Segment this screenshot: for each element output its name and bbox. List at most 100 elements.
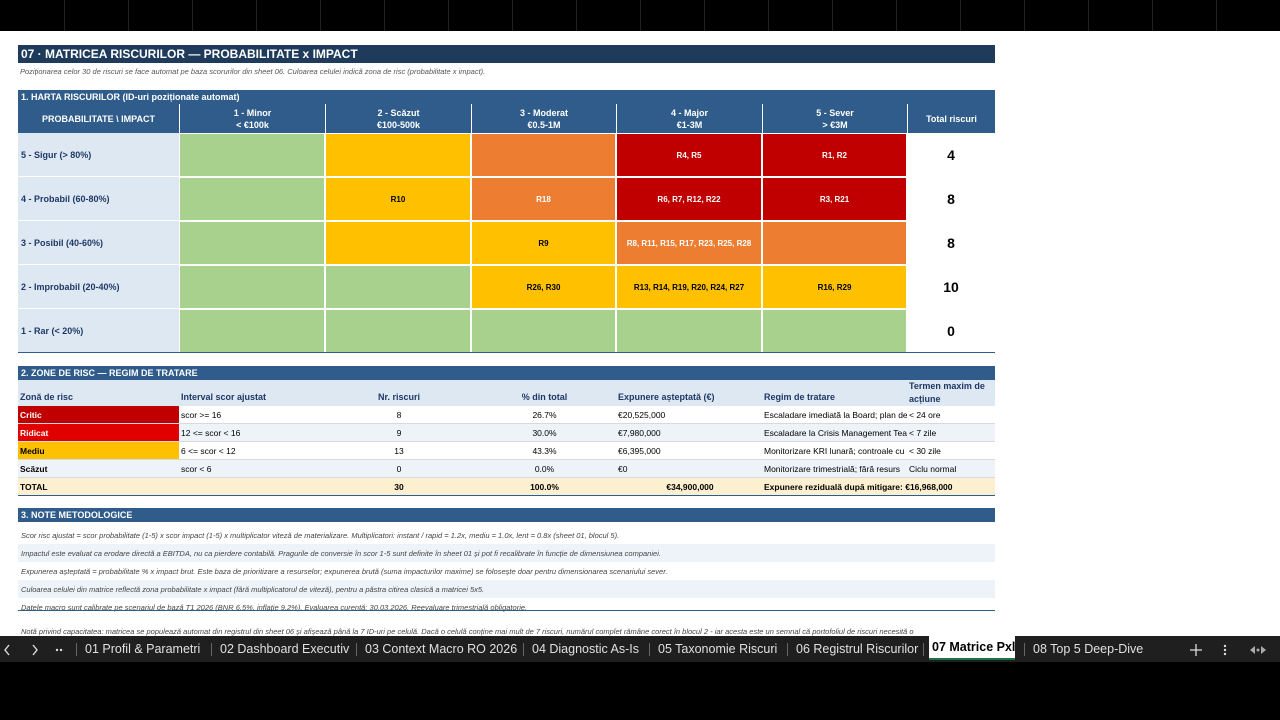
impact-name: 4 - Major [670, 107, 708, 118]
corner-header: PROBABILITATE \ IMPACT [18, 104, 179, 133]
matrix-cell [471, 309, 616, 353]
row-total: 8 [947, 235, 955, 251]
sheet-tab[interactable]: 07 Matrice Pxl [929, 636, 1015, 660]
matrix-cell: R26, R30 [471, 265, 616, 309]
worksheet: 07 · MATRICEA RISCURILOR — PROBABILITATE… [0, 31, 1280, 636]
zone-cell: 6 <= scor < 12 [179, 442, 325, 460]
matrix-cell: R13, R14, R19, R20, R24, R27 [616, 265, 762, 309]
column-header: Interval scor ajustat [179, 380, 325, 406]
impact-header: 2 - Scăzut €100-500k [325, 104, 471, 133]
matrix-cell [325, 309, 471, 353]
impact-header: 3 - Moderat €0.5-1M [471, 104, 616, 133]
matrix-cell [179, 221, 325, 265]
column-header: Zonă de risc [18, 380, 179, 406]
note-line: Datele macro sunt calibrate pe scenariul… [18, 598, 995, 616]
note-line: Expunerea așteptată = probabilitate % x … [18, 562, 995, 580]
column-header: Termen maxim de acțiune [907, 380, 995, 406]
impact-header: 4 - Major €1-3M [616, 104, 762, 133]
matrix-cell: R1, R2 [762, 133, 907, 177]
sheet-tab[interactable]: 01 Profil & Parametri [85, 642, 201, 656]
sheet-tab[interactable]: 02 Dashboard Executiv [220, 642, 350, 656]
impact-range: €100-500k [376, 119, 421, 130]
matrix-cell: R6, R7, R12, R22 [616, 177, 762, 221]
matrix-cell [325, 265, 471, 309]
sheet-tab[interactable]: 03 Context Macro RO 2026 [365, 642, 518, 656]
tab-separator [649, 643, 650, 656]
total-label: TOTAL [18, 478, 179, 496]
zone-label: Critic [18, 406, 179, 424]
divider [18, 610, 995, 611]
zone-label: Mediu [18, 442, 179, 460]
matrix-cell [762, 221, 907, 265]
zone-cell: scor >= 16 [179, 406, 325, 424]
impact-range: > €3M [822, 119, 848, 130]
matrix-cell [325, 221, 471, 265]
section-title: 3. NOTE METODOLOGICE [18, 508, 995, 522]
zone-cell: Escaladare la Crisis Management Tea [762, 424, 907, 442]
impact-range: €0.5-1M [527, 119, 561, 130]
total-count: 30 [325, 478, 471, 496]
tab-separator [1024, 643, 1025, 656]
zone-cell: 30.0% [471, 424, 616, 442]
zone-cell: 13 [325, 442, 471, 460]
column-header: Nr. riscuri [325, 380, 471, 406]
matrix-cell [616, 309, 762, 353]
column-header: % din total [471, 380, 616, 406]
zone-cell: Ciclu normal [907, 460, 995, 478]
zone-label: Ridicat [18, 424, 179, 442]
note-line: Impactul este evaluat ca erodare directă… [18, 544, 995, 562]
matrix-cell: R9 [471, 221, 616, 265]
tab-separator [356, 643, 357, 656]
tab-nav[interactable] [4, 644, 64, 656]
zone-cell: 26.7% [471, 406, 616, 424]
tab-actions[interactable] [1190, 643, 1278, 657]
sheet-tab[interactable]: 08 Top 5 Deep-Dive [1033, 642, 1144, 656]
tab-separator [787, 643, 788, 656]
total-cell [179, 478, 325, 496]
matrix-cell [471, 133, 616, 177]
impact-header: 5 - Sever > €3M [762, 104, 907, 133]
divider [18, 352, 995, 353]
row-total: 0 [947, 323, 955, 339]
zone-cell: 8 [325, 406, 471, 424]
sheet-tab[interactable]: 05 Taxonomie Riscuri [658, 642, 778, 656]
section-title: 2. ZONE DE RISC — REGIM DE TRATARE [18, 366, 995, 380]
total-header: Total riscuri [907, 104, 995, 133]
matrix-cell: R16, R29 [762, 265, 907, 309]
zone-cell: < 24 ore [907, 406, 995, 424]
column-header: Expunere așteptată (€) [616, 380, 762, 406]
row-total: 10 [943, 279, 959, 295]
matrix-cell [179, 133, 325, 177]
grid-line [448, 0, 449, 31]
total-note: Expunere reziduală după mitigare: €16,96… [762, 478, 995, 496]
impact-name: 3 - Moderat [519, 107, 568, 118]
sheet-tabs: 01 Profil & Parametri 02 Dashboard Execut… [0, 636, 1280, 662]
zone-cell: 0 [325, 460, 471, 478]
zone-cell: €7,980,000 [616, 424, 762, 442]
tab-separator [923, 643, 924, 656]
note-line: Culoarea celulei din matrice reflectă zo… [18, 580, 995, 598]
zone-cell: Monitorizare KRI lunară; controale cu [762, 442, 907, 460]
grid-line [896, 0, 897, 31]
sheet-tab[interactable]: 04 Diagnostic As-Is [532, 642, 639, 656]
grid-line [704, 0, 705, 31]
zone-cell: < 30 zile [907, 442, 995, 460]
matrix-cell: R4, R5 [616, 133, 762, 177]
zone-cell: €0 [616, 460, 762, 478]
grid-line [832, 0, 833, 31]
zone-cell: 9 [325, 424, 471, 442]
sheet-subtitle: Poziționarea celor 30 de riscuri se face… [20, 66, 486, 76]
grid-line [640, 0, 641, 31]
tab-separator [523, 643, 524, 656]
total-percent: 100.0% [471, 478, 616, 496]
grid-line [576, 0, 577, 31]
grid-line [192, 0, 193, 31]
zone-cell: 12 <= scor < 16 [179, 424, 325, 442]
matrix-cell [762, 309, 907, 353]
probability-label: 1 - Rar (< 20%) [18, 309, 179, 353]
sheet-tab[interactable]: 06 Registrul Riscurilor [796, 642, 919, 656]
grid-line [64, 0, 65, 31]
matrix-cell: R3, R21 [762, 177, 907, 221]
zone-cell: 0.0% [471, 460, 616, 478]
